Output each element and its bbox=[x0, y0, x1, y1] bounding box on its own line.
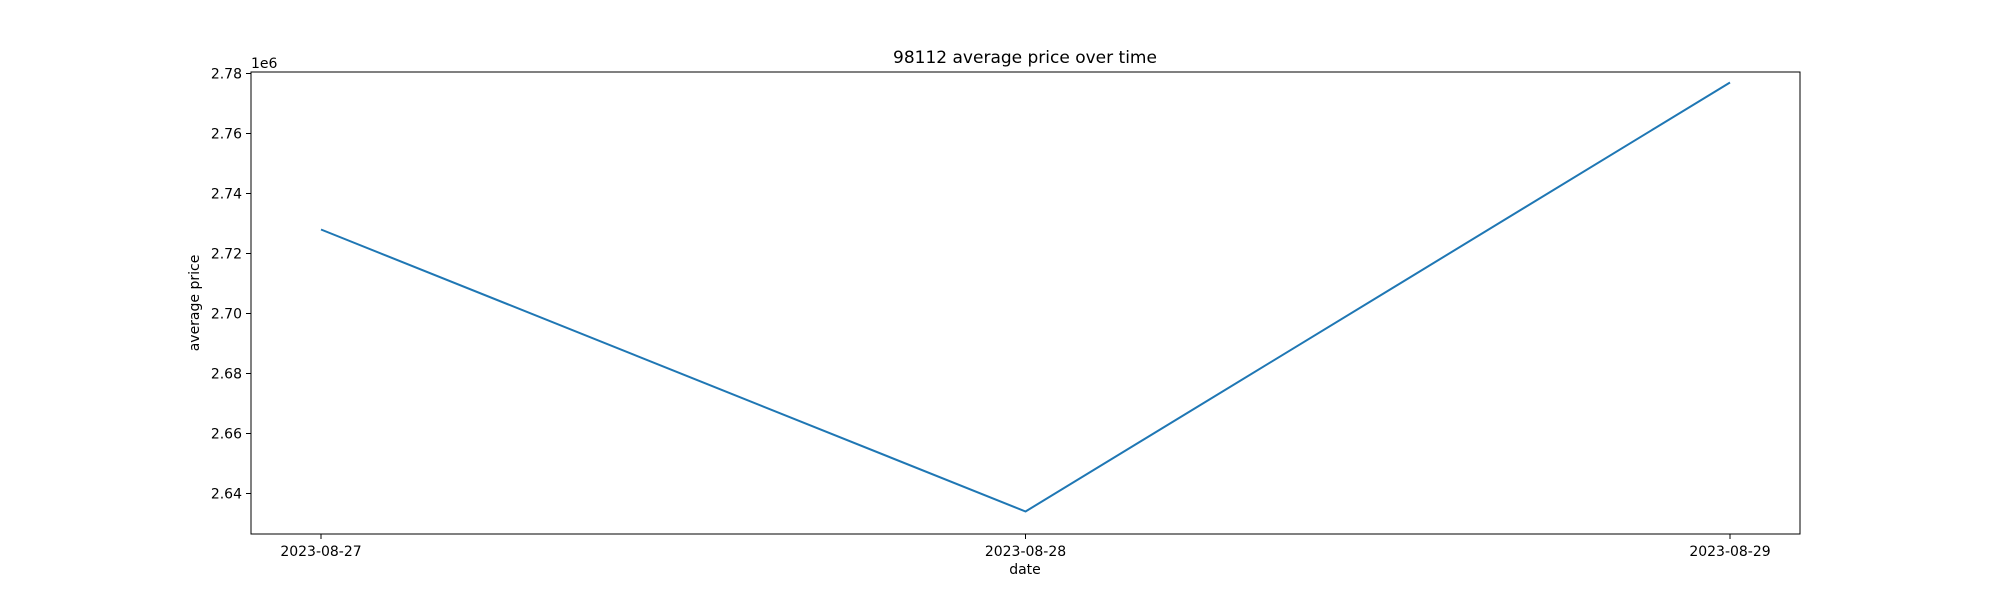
y-tick-label: 2.70 bbox=[211, 307, 242, 323]
y-tick-label: 2.78 bbox=[211, 67, 242, 83]
x-tick-label: 2023-08-27 bbox=[280, 544, 361, 560]
y-axis: 2.64 2.66 2.68 2.70 2.72 2.74 2.76 2.78 bbox=[211, 67, 251, 503]
y-tick-label: 2.72 bbox=[211, 247, 242, 263]
series-line bbox=[320, 81, 1731, 513]
x-axis-label: date bbox=[1009, 562, 1041, 578]
plot-area bbox=[320, 81, 1731, 513]
y-tick-label: 2.66 bbox=[211, 427, 242, 443]
y-tick-label: 2.76 bbox=[211, 127, 242, 143]
x-tick-label: 2023-08-28 bbox=[985, 544, 1066, 560]
y-tick-label: 2.64 bbox=[211, 487, 242, 503]
y-tick-label: 2.68 bbox=[211, 367, 242, 383]
x-tick-label: 2023-08-29 bbox=[1689, 544, 1770, 560]
chart-title: 98112 average price over time bbox=[893, 48, 1157, 68]
plot-frame bbox=[250, 71, 1801, 535]
x-axis: 2023-08-27 2023-08-28 2023-08-29 bbox=[280, 534, 1771, 560]
y-axis-label: average price bbox=[187, 255, 203, 352]
y-tick-label: 2.74 bbox=[211, 187, 242, 203]
y-offset-label: 1e6 bbox=[251, 56, 278, 72]
